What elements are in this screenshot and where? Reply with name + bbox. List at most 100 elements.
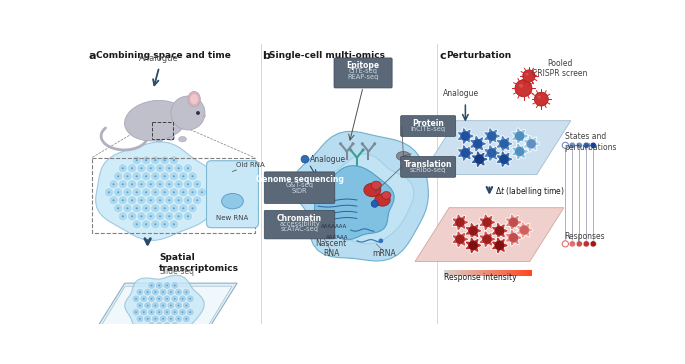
Bar — [521, 270, 523, 276]
Bar — [526, 270, 527, 276]
Bar — [514, 270, 515, 276]
Circle shape — [177, 183, 179, 185]
Circle shape — [169, 183, 171, 185]
Ellipse shape — [179, 136, 186, 142]
Circle shape — [123, 188, 132, 197]
Circle shape — [174, 180, 184, 189]
Polygon shape — [458, 128, 474, 145]
Circle shape — [131, 199, 133, 201]
Circle shape — [182, 288, 190, 296]
Polygon shape — [492, 237, 508, 254]
Polygon shape — [319, 154, 414, 244]
Circle shape — [196, 111, 200, 115]
Bar — [525, 270, 526, 276]
Circle shape — [576, 142, 582, 149]
Circle shape — [155, 282, 163, 289]
Circle shape — [151, 302, 159, 309]
Circle shape — [196, 199, 198, 201]
Polygon shape — [452, 214, 469, 231]
Circle shape — [184, 180, 192, 189]
Polygon shape — [479, 231, 496, 248]
Circle shape — [469, 226, 477, 236]
Circle shape — [154, 159, 156, 161]
Circle shape — [151, 204, 160, 213]
Ellipse shape — [190, 94, 198, 104]
Text: scATAC-seq: scATAC-seq — [281, 226, 319, 232]
Circle shape — [141, 188, 151, 197]
Circle shape — [144, 288, 151, 296]
Circle shape — [174, 285, 175, 286]
Circle shape — [140, 183, 142, 185]
Bar — [512, 270, 513, 276]
Circle shape — [164, 164, 174, 173]
Circle shape — [174, 311, 175, 313]
Bar — [458, 270, 460, 276]
Circle shape — [154, 223, 156, 225]
Polygon shape — [102, 286, 232, 325]
Circle shape — [135, 311, 137, 313]
Bar — [444, 270, 445, 276]
Bar — [490, 270, 491, 276]
Text: Chromatin: Chromatin — [277, 214, 322, 223]
Circle shape — [119, 180, 127, 189]
Circle shape — [201, 191, 203, 193]
Circle shape — [164, 175, 166, 177]
Bar — [477, 270, 479, 276]
Circle shape — [163, 322, 171, 329]
Circle shape — [127, 164, 137, 173]
Circle shape — [169, 215, 171, 217]
Circle shape — [148, 322, 155, 329]
Bar — [528, 270, 530, 276]
Polygon shape — [415, 208, 564, 262]
Circle shape — [167, 288, 175, 296]
Circle shape — [155, 305, 156, 306]
Bar — [483, 270, 484, 276]
Circle shape — [164, 223, 166, 225]
Circle shape — [154, 175, 156, 177]
Bar — [470, 270, 471, 276]
Circle shape — [136, 175, 138, 177]
Bar — [460, 270, 462, 276]
Ellipse shape — [538, 96, 541, 98]
Circle shape — [139, 305, 140, 306]
Circle shape — [150, 215, 152, 217]
Circle shape — [163, 295, 171, 302]
Circle shape — [150, 199, 152, 201]
FancyBboxPatch shape — [334, 58, 392, 88]
Bar — [479, 270, 480, 276]
Ellipse shape — [167, 135, 175, 140]
Circle shape — [475, 155, 484, 164]
Text: inCITE-seq: inCITE-seq — [410, 126, 446, 132]
Circle shape — [189, 311, 191, 313]
Circle shape — [499, 155, 509, 164]
Text: Epitope: Epitope — [347, 62, 379, 70]
Bar — [456, 270, 457, 276]
Circle shape — [473, 139, 482, 149]
Circle shape — [188, 204, 197, 213]
Ellipse shape — [125, 100, 186, 141]
Text: mRNA: mRNA — [372, 249, 396, 258]
Bar — [466, 270, 467, 276]
Circle shape — [175, 302, 182, 309]
Text: States and
perturbations: States and perturbations — [564, 132, 617, 152]
Circle shape — [182, 175, 184, 177]
Ellipse shape — [188, 91, 200, 107]
Circle shape — [136, 302, 144, 309]
Bar — [521, 270, 522, 276]
Circle shape — [132, 172, 141, 181]
Circle shape — [520, 225, 529, 235]
Circle shape — [169, 167, 171, 169]
Circle shape — [339, 142, 342, 145]
Circle shape — [169, 220, 179, 229]
Circle shape — [132, 295, 140, 302]
Circle shape — [143, 311, 145, 313]
Circle shape — [140, 215, 142, 217]
Circle shape — [456, 235, 464, 244]
Bar — [523, 270, 524, 276]
Ellipse shape — [155, 136, 163, 142]
Ellipse shape — [525, 73, 529, 75]
Circle shape — [166, 325, 168, 327]
Polygon shape — [97, 283, 237, 328]
Text: Analogue: Analogue — [310, 155, 347, 164]
Circle shape — [144, 315, 151, 323]
